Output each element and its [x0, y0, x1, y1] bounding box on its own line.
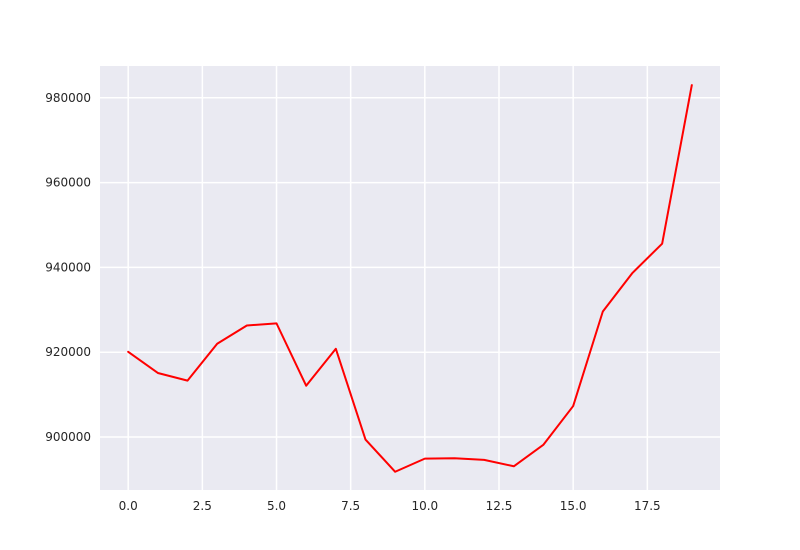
y-tick-label: 940000 — [45, 260, 91, 274]
y-gridlines — [100, 97, 720, 438]
x-gridlines — [127, 66, 649, 490]
series-line — [127, 84, 693, 473]
y-tick-label: 960000 — [45, 176, 91, 190]
x-tick-label: 15.0 — [560, 499, 587, 513]
x-tick-label: 17.5 — [634, 499, 661, 513]
x-tick-label: 10.0 — [411, 499, 438, 513]
y-tick-label: 980000 — [45, 91, 91, 105]
x-tick-label: 7.5 — [341, 499, 360, 513]
x-tick-label: 12.5 — [486, 499, 513, 513]
y-axis-ticks: 900000 920000 940000 960000 980000 — [45, 91, 91, 444]
y-tick-label: 920000 — [45, 345, 91, 359]
plot-area — [100, 66, 720, 490]
x-tick-label: 2.5 — [193, 499, 212, 513]
y-tick-label: 900000 — [45, 430, 91, 444]
x-tick-label: 0.0 — [119, 499, 138, 513]
x-tick-label: 5.0 — [267, 499, 286, 513]
series-group — [127, 84, 693, 473]
x-axis-ticks: 0.0 2.5 5.0 7.5 10.0 12.5 15.0 17.5 — [119, 499, 661, 513]
